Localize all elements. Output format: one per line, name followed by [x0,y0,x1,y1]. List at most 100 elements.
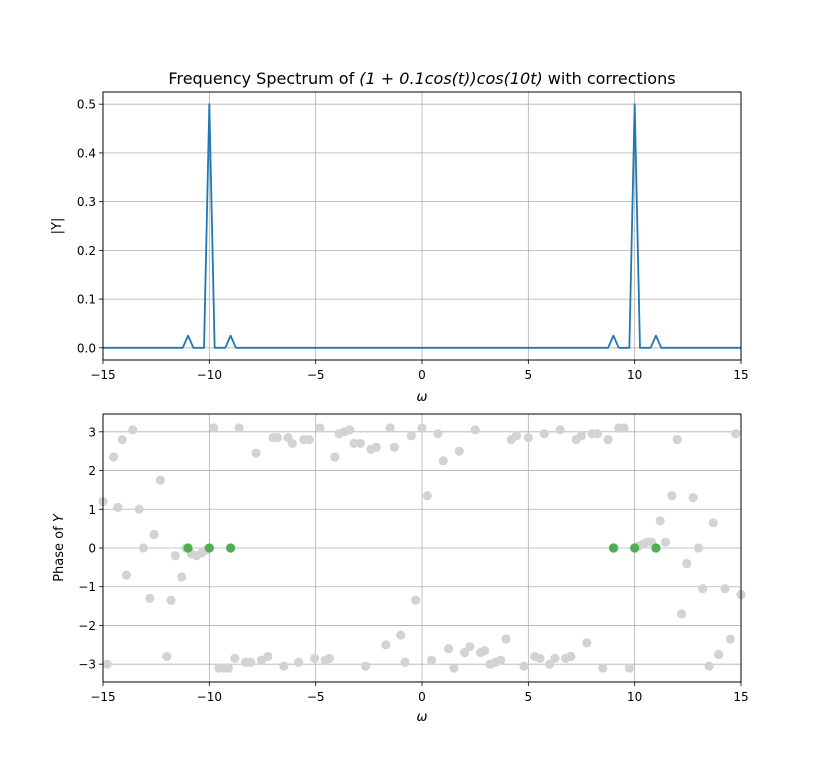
phase-point [438,456,448,466]
phase-point [208,423,219,433]
phase-point [682,558,692,569]
phase-point [539,429,549,439]
phase-point [501,634,511,644]
phase-point [603,434,613,445]
x-tick-label: −10 [197,368,222,382]
phase-point [170,551,180,561]
phase-point [234,423,244,433]
phase-point [272,433,282,443]
phase-point [145,593,155,603]
phase-point [134,504,144,514]
magnitude-series [103,103,741,349]
phase-point [660,537,671,547]
x-tick-label: 10 [627,690,642,704]
phase-point [465,642,475,652]
y-tick-label: −3 [78,658,96,672]
x-tick-label: 5 [525,368,533,382]
phase-point [582,638,592,648]
phase-point [731,429,741,439]
phase-point [345,425,355,435]
phase-point [545,659,555,669]
magnitude-plot: Frequency Spectrum of (1 + 0.1cos(t))cos… [50,69,749,405]
y-tick-label: 1 [88,503,96,517]
phase-point [624,663,634,673]
phase-point [155,475,166,485]
phase-point [149,529,159,540]
phase-point [550,653,560,663]
corrected-phase-point [608,543,619,553]
phase-point [396,630,406,640]
phase-point [667,491,677,501]
y-tick-label: −1 [78,580,96,594]
phase-point [162,651,172,662]
phase-y-ticks: −3 −2 −1 0 1 2 3 [78,425,103,672]
phase-point [433,429,443,439]
phase-point [676,609,687,619]
phase-point [400,657,410,667]
y-tick-label: 0.3 [77,195,96,209]
phase-point [411,595,421,605]
corrected-phase-point [651,543,661,553]
phase-point [576,431,587,441]
phase-point [406,431,416,441]
chart-title: Frequency Spectrum of (1 + 0.1cos(t))cos… [168,69,675,88]
phase-point [454,446,464,456]
y-tick-label: 0.0 [77,341,96,355]
x-tick-label: 0 [418,368,426,382]
phase-point [449,663,459,673]
phase-point [672,434,682,445]
phase-point [720,584,730,594]
magnitude-grid [102,92,742,360]
phase-point [598,663,608,673]
phase-point [113,502,123,512]
x-tick-label: 10 [627,368,642,382]
y-tick-label: 0 [88,542,96,556]
phase-point [523,433,533,443]
phase-point [381,640,391,650]
y-tick-label: 3 [88,425,96,439]
phase-point [324,653,335,663]
phase-point [422,491,432,501]
phase-point [592,429,603,439]
x-tick-label: 5 [525,690,533,704]
phase-point [714,649,724,660]
x-tick-label: 15 [733,368,748,382]
phase-point [138,543,149,553]
phase-point [263,651,273,662]
corrected-phase-point [226,543,236,553]
phase-point [566,651,576,662]
phase-point [349,438,359,449]
phase-point [512,431,522,441]
magnitude-x-ticks: −15 −10 −5 0 5 10 15 [90,360,749,382]
phase-point [470,425,480,435]
phase-point [355,438,365,449]
x-tick-label: −5 [307,690,325,704]
phase-point [655,516,665,526]
y-tick-label: −2 [78,619,96,633]
phase-point [417,423,427,433]
corrected-phase-point [183,543,193,553]
x-tick-label: −5 [307,368,325,382]
magnitude-line [103,103,741,349]
phase-point [251,448,261,458]
y-axis-label: Phase of Y [52,513,67,582]
phase-point [102,659,112,669]
phase-point [223,663,234,673]
phase-point [704,661,714,671]
corrected-phase-point [204,543,214,553]
phase-point [698,584,708,594]
phase-point [443,644,454,654]
phase-point [725,634,735,644]
phase-point [230,653,240,663]
phase-point [555,425,565,435]
y-tick-label: 0.2 [77,244,96,258]
phase-x-ticks: −15 −10 −5 0 5 10 15 [90,682,749,704]
phase-point [128,425,138,435]
phase-point [496,655,506,665]
phase-point [688,493,698,503]
phase-point [121,570,131,580]
phase-point [389,442,399,452]
phase-point [371,442,381,452]
